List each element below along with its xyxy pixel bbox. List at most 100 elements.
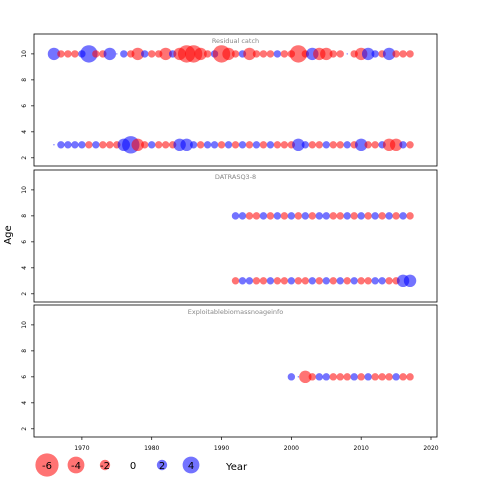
bubble [371, 212, 379, 220]
bubble [329, 50, 337, 58]
y-tick-label: 10 [21, 186, 28, 194]
bubble [299, 370, 312, 384]
bubble [64, 141, 72, 149]
bubble [252, 212, 261, 220]
legend-label: -6 [42, 461, 52, 472]
bubble [385, 277, 393, 285]
bubble [243, 47, 256, 61]
legend-bubble [156, 459, 168, 471]
x-tick-label: 1990 [214, 445, 229, 452]
bubble [378, 277, 386, 285]
bubble [329, 373, 337, 381]
bubble [252, 277, 261, 285]
legend-bubble [182, 456, 200, 474]
y-tick-label: 6 [21, 375, 28, 379]
bubble [336, 373, 344, 381]
bubble [343, 373, 351, 381]
bubble [329, 212, 337, 220]
bubble [322, 373, 330, 381]
bubble [371, 277, 379, 285]
bubble [322, 141, 330, 149]
bubble [406, 50, 414, 58]
bubble [357, 212, 365, 220]
bubble [280, 141, 289, 149]
legend-label: -2 [100, 461, 110, 472]
bubble [308, 141, 316, 149]
bubble [92, 141, 100, 149]
bubble [180, 138, 193, 152]
bubble [364, 277, 372, 285]
panel-frame [33, 169, 438, 303]
panels: Residual catch246810DATRASQ3-8246810Expl… [21, 33, 439, 452]
y-tick-label: 4 [21, 130, 28, 134]
bubble [297, 376, 300, 378]
bubble [301, 277, 310, 285]
bubble [389, 138, 403, 152]
bubble [224, 141, 233, 149]
bubble [273, 50, 282, 58]
bubble [238, 212, 247, 220]
bubble [259, 141, 268, 149]
bubble [343, 212, 351, 220]
bubble [287, 277, 296, 285]
bubble [210, 141, 219, 149]
bubble [148, 50, 156, 58]
bubble [378, 373, 386, 381]
bubble [406, 141, 414, 149]
bubble [399, 212, 407, 220]
bubble [116, 53, 118, 55]
bubble [103, 47, 117, 61]
bubble [57, 50, 65, 58]
x-tick-label: 1980 [144, 445, 159, 452]
bubble [392, 373, 400, 381]
legend-label: 2 [159, 461, 165, 472]
y-tick-label: 6 [21, 104, 28, 108]
bubble [315, 277, 323, 285]
bubble [131, 138, 144, 152]
bubble [292, 138, 305, 152]
x-tick-label: 2000 [284, 445, 299, 452]
bubble [371, 141, 379, 149]
y-tick-label: 4 [21, 266, 28, 270]
bubble [141, 141, 149, 149]
legend-label: 4 [188, 461, 194, 472]
bubble [148, 141, 156, 149]
legend: -6 -4 -2 0 2 4 [35, 453, 200, 477]
panel-title: Residual catch [212, 37, 259, 45]
bubble [406, 373, 414, 381]
bubble [280, 50, 289, 58]
bubble [266, 277, 275, 285]
bubble [392, 212, 400, 220]
bubble [231, 277, 240, 285]
bubble [364, 212, 372, 220]
y-tick-label: 8 [21, 214, 28, 218]
bubble [308, 277, 316, 285]
bubble [354, 138, 368, 152]
bubble [196, 141, 205, 149]
bubble [92, 50, 100, 58]
bubble [266, 141, 275, 149]
bubble [231, 50, 240, 58]
bubble [106, 141, 114, 149]
bubble [238, 141, 247, 149]
legend-bubble [35, 453, 59, 477]
bubble [131, 47, 144, 61]
legend-bubble [99, 459, 111, 471]
y-tick-label: 8 [21, 78, 28, 82]
y-tick-label: 10 [21, 321, 28, 329]
bubble [280, 212, 289, 220]
bubble [280, 277, 289, 285]
y-tick-label: 2 [21, 156, 28, 160]
bubble [322, 212, 330, 220]
legend-label: -4 [71, 461, 81, 472]
bubble [273, 212, 282, 220]
bubble [364, 141, 372, 149]
x-tick-label: 2020 [423, 445, 438, 452]
bubble [57, 141, 65, 149]
bubble [392, 50, 400, 58]
bubble [64, 50, 72, 58]
bubble [245, 277, 254, 285]
bubble [322, 277, 330, 285]
panel-1: Residual catch 2 4 6 8 10 [21, 33, 438, 167]
panel-2: DATRASQ3-8 2 4 6 8 10 [21, 169, 438, 303]
